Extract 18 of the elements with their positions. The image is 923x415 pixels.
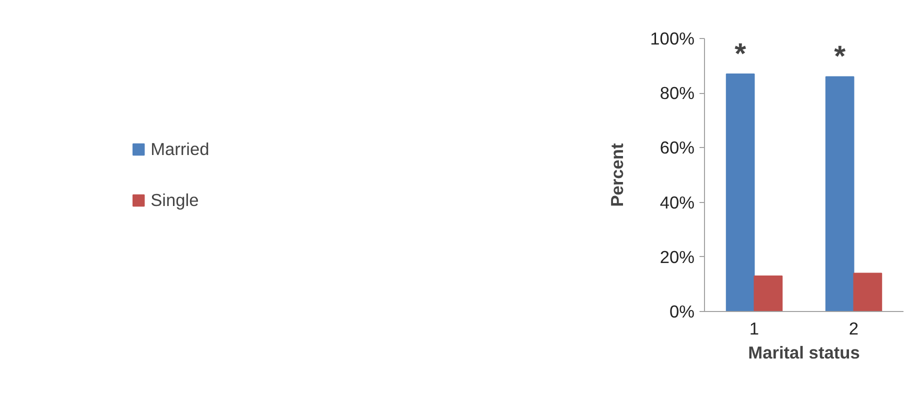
y-tick-label: 100%: [650, 28, 695, 48]
y-tick-label: 20%: [660, 246, 695, 267]
bar: [853, 272, 882, 312]
legend-label: Married: [150, 138, 210, 160]
y-tick-label: 0%: [669, 302, 694, 322]
annotation: *: [734, 37, 747, 70]
y-tick-label: 40%: [660, 192, 695, 212]
x-tick-label: 2: [848, 318, 859, 338]
bar: [825, 76, 854, 312]
x-tick-label: 1: [749, 318, 760, 338]
bar: [754, 276, 783, 312]
bar: [726, 73, 755, 312]
legend-label: Single: [150, 190, 199, 210]
x-axis-title: Marital status: [748, 342, 860, 362]
annotation: *: [834, 40, 846, 74]
y-tick-label: 80%: [660, 83, 695, 104]
y-tick-label: 60%: [660, 138, 695, 158]
y-axis-title: Percent: [607, 142, 628, 207]
